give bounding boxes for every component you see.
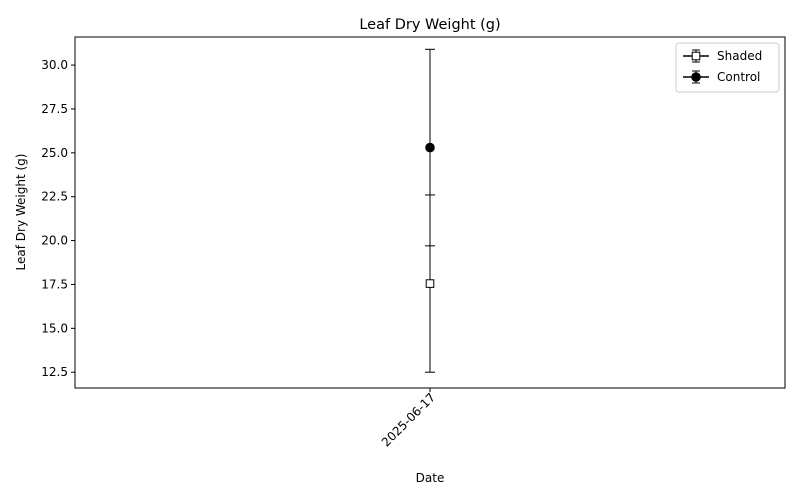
y-tick-label: 12.5 [41,365,68,379]
y-axis: 12.5 15.0 17.5 20.0 22.5 25.0 27.5 30.0 [41,58,75,379]
series-control [425,48,435,247]
legend-marker [691,72,701,82]
legend-label: Control [717,70,760,84]
y-axis-label: Leaf Dry Weight (g) [14,154,28,271]
legend-marker [691,51,701,61]
legend: Shaded Control [675,42,780,93]
legend-item: Control [683,70,760,84]
y-tick-label: 15.0 [41,321,68,335]
x-tick-label: 2025-06-17 [379,390,438,449]
y-tick-label: 20.0 [41,234,68,248]
series-layer [425,48,435,373]
data-point [425,279,435,288]
x-axis-label: Date [416,471,445,485]
legend-item: Shaded [683,49,762,63]
y-tick-label: 22.5 [41,190,68,204]
y-tick-label: 30.0 [41,58,68,72]
y-tick-label: 25.0 [41,146,68,160]
chart-title: Leaf Dry Weight (g) [359,17,500,33]
legend-label: Shaded [717,49,762,63]
y-tick-label: 27.5 [41,102,68,116]
x-axis: 2025-06-17 [379,388,438,449]
data-point [425,142,435,153]
y-tick-label: 17.5 [41,277,68,291]
